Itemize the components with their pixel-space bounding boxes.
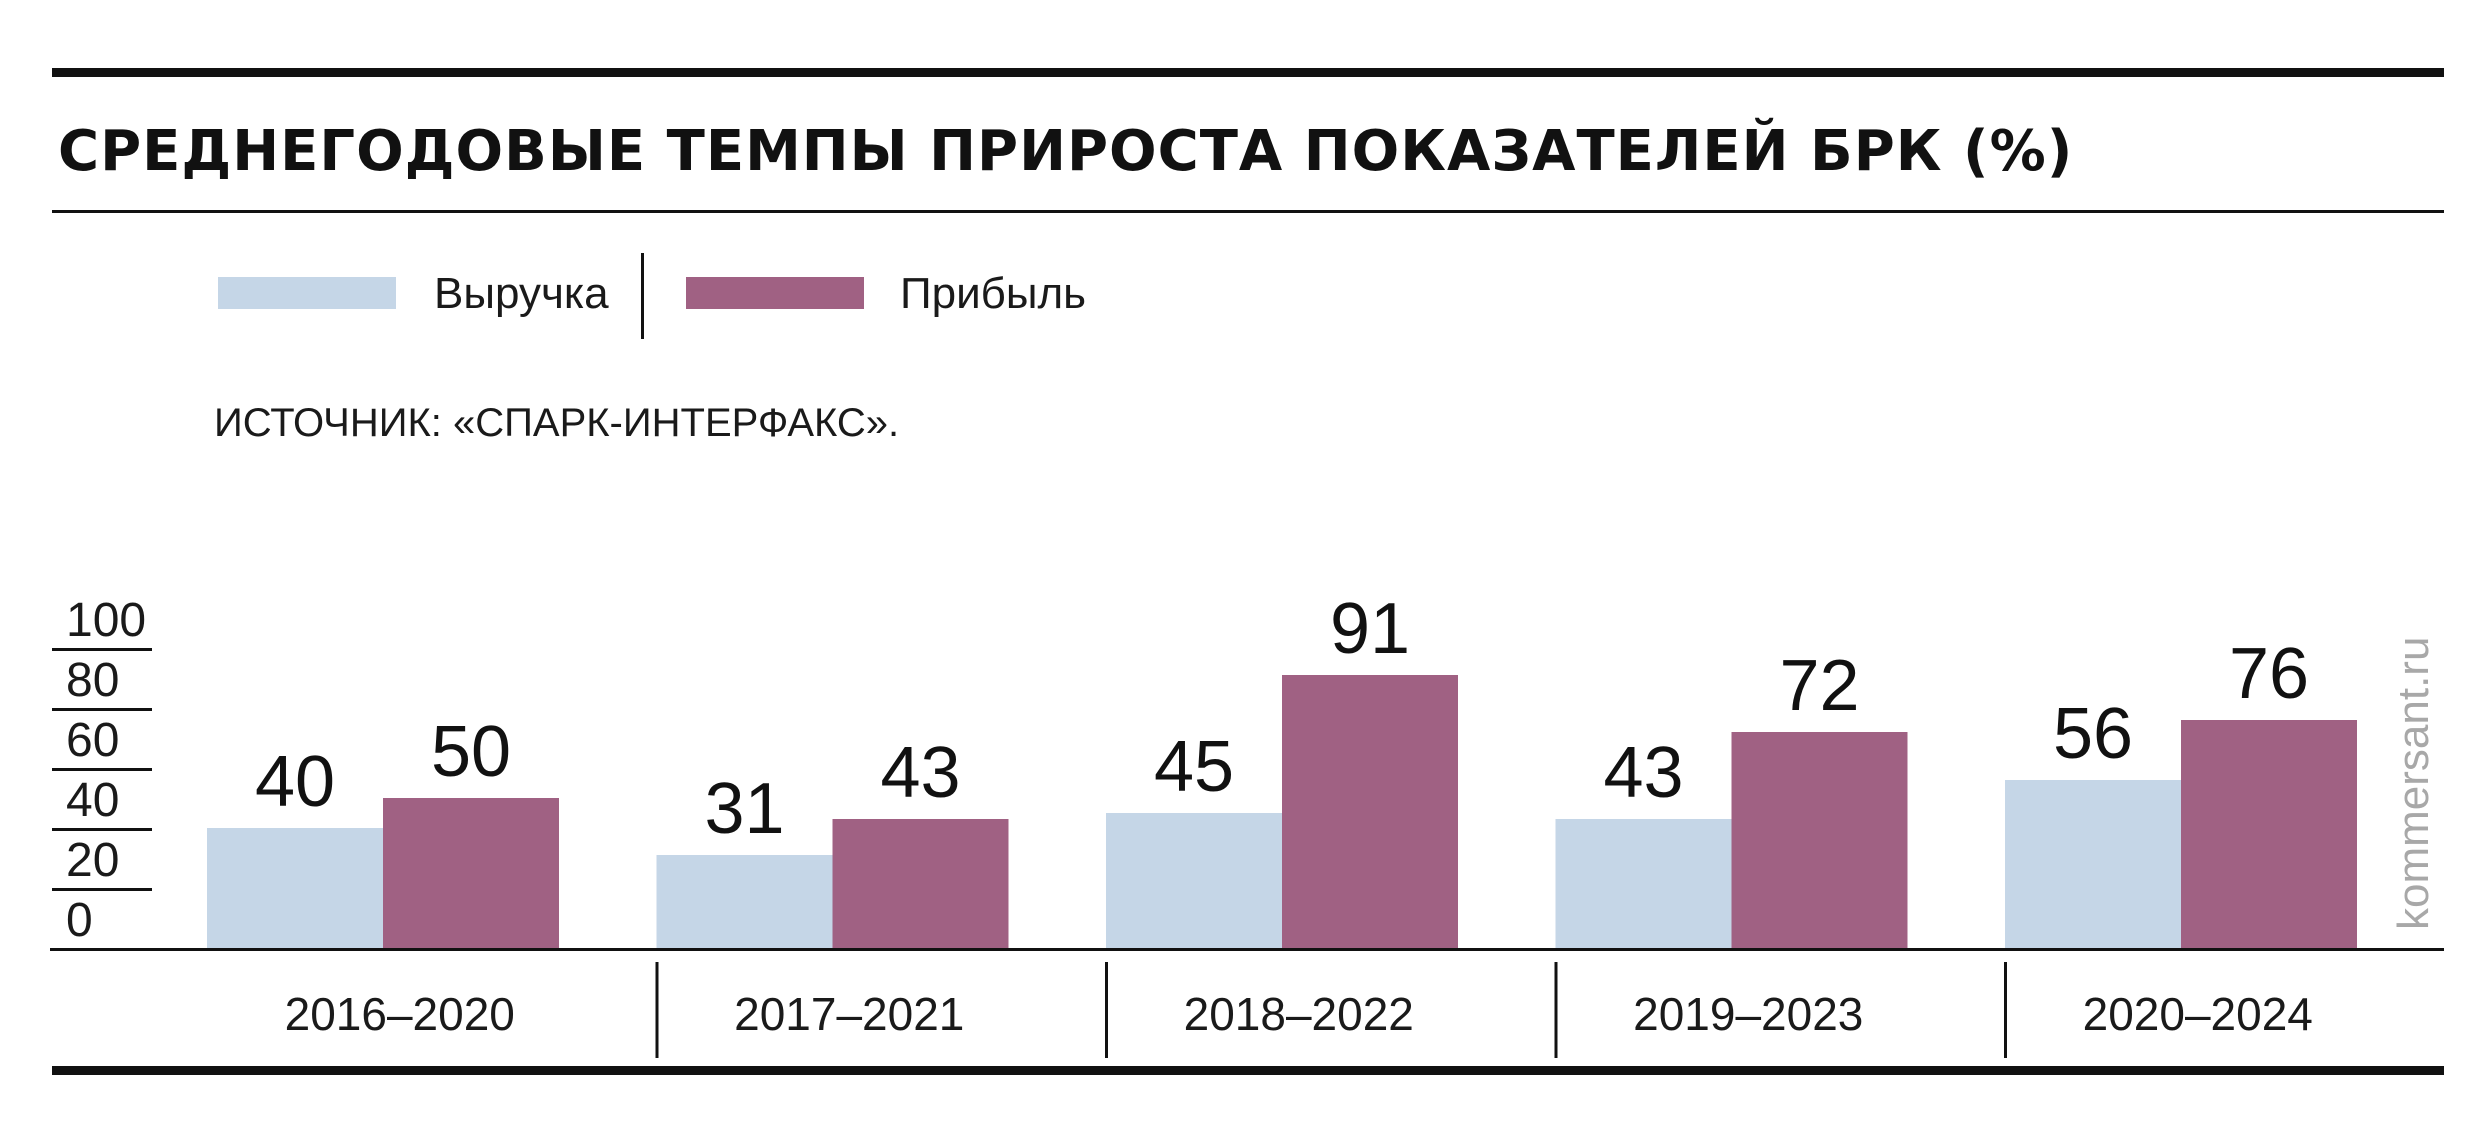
bar-revenue <box>207 828 383 948</box>
legend-divider <box>641 253 644 339</box>
x-tick-label: 2019–2023 <box>1633 988 1863 1040</box>
category-divider <box>655 962 659 1058</box>
y-axis: 0 20 40 60 80 100 <box>52 594 152 947</box>
watermark: kommersant.ru <box>2389 637 2438 930</box>
value-label-profit: 72 <box>1779 646 1859 726</box>
y-tick-label: 0 <box>66 894 93 947</box>
title-underline <box>52 210 2444 213</box>
x-tick-label: 2017–2021 <box>734 988 964 1040</box>
value-label-profit: 76 <box>2229 634 2309 714</box>
top-rule <box>52 68 2444 77</box>
x-tick-label: 2020–2024 <box>2083 988 2313 1040</box>
legend: Выручка Прибыль <box>218 253 1086 339</box>
category-divider <box>1554 962 1558 1058</box>
bars: 40 50 31 43 45 91 43 72 56 76 <box>207 589 2357 948</box>
bar-profit <box>1282 675 1458 948</box>
bar-profit <box>832 819 1009 948</box>
x-axis: 2016–2020 2017–2021 2018–2022 2019–2023 2020… <box>285 962 2313 1058</box>
chart-title: СРЕДНЕГОДОВЫЕ ТЕМПЫ ПРИРОСТА ПОКАЗАТЕЛЕЙ… <box>58 118 2073 184</box>
bar-profit <box>383 798 559 948</box>
bar-revenue <box>656 855 833 948</box>
x-axis-baseline <box>50 948 2444 951</box>
legend-swatch-revenue <box>218 277 396 309</box>
legend-label-profit: Прибыль <box>900 269 1086 318</box>
y-tick-label: 40 <box>66 774 119 827</box>
y-tick-label: 20 <box>66 834 119 887</box>
y-tick-rule <box>52 648 152 651</box>
value-label-profit: 43 <box>880 733 960 813</box>
value-label-revenue: 45 <box>1154 727 1234 807</box>
y-tick-label: 100 <box>66 594 146 647</box>
bar-revenue <box>1555 819 1732 948</box>
bar-profit <box>1731 732 1908 948</box>
y-tick-rule <box>52 888 152 891</box>
y-tick-rule <box>52 768 152 771</box>
value-label-profit: 91 <box>1330 589 1410 669</box>
legend-label-revenue: Выручка <box>434 269 609 318</box>
source-note: ИСТОЧНИК: «СПАРК-ИНТЕРФАКС». <box>214 401 899 445</box>
value-label-revenue: 43 <box>1603 733 1683 813</box>
bar-revenue <box>2005 780 2181 948</box>
x-tick-label: 2016–2020 <box>285 988 515 1040</box>
y-tick-label: 60 <box>66 714 119 767</box>
category-divider <box>1105 962 1108 1058</box>
bar-revenue <box>1106 813 1282 948</box>
y-tick-rule <box>52 708 152 711</box>
value-label-revenue: 31 <box>704 769 784 849</box>
value-label-profit: 50 <box>431 712 511 792</box>
y-tick-label: 80 <box>66 654 119 707</box>
bottom-rule <box>52 1066 2444 1075</box>
bar-profit <box>2181 720 2357 948</box>
x-tick-label: 2018–2022 <box>1184 988 1414 1040</box>
category-divider <box>2004 962 2007 1058</box>
value-label-revenue: 40 <box>255 742 335 822</box>
legend-swatch-profit <box>686 277 864 309</box>
value-label-revenue: 56 <box>2053 694 2133 774</box>
y-tick-rule <box>52 828 152 831</box>
